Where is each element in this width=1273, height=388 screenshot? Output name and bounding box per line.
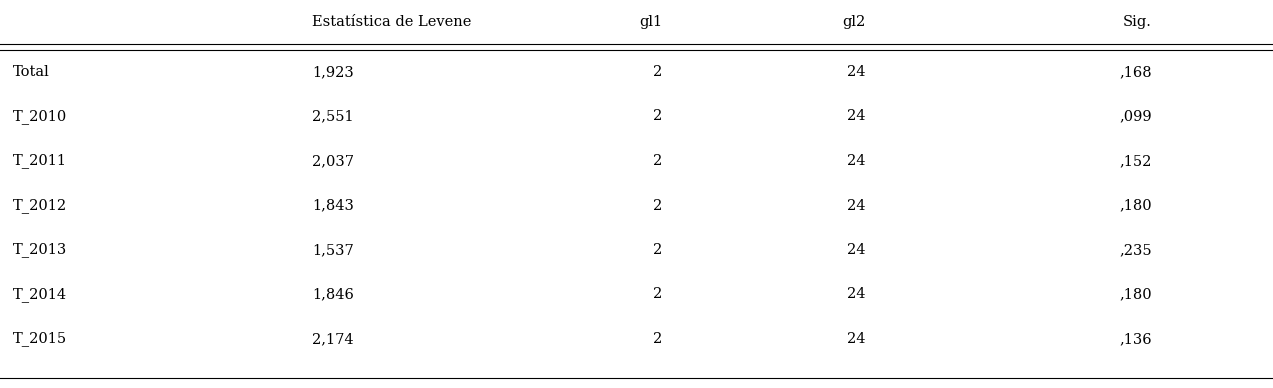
- Text: 24: 24: [847, 109, 866, 123]
- Text: Sig.: Sig.: [1123, 15, 1152, 29]
- Text: ,180: ,180: [1119, 199, 1152, 213]
- Text: 2: 2: [653, 109, 662, 123]
- Text: Estatística de Levene: Estatística de Levene: [312, 15, 471, 29]
- Text: 2: 2: [653, 332, 662, 346]
- Text: gl1: gl1: [639, 15, 662, 29]
- Text: 24: 24: [847, 199, 866, 213]
- Text: 2: 2: [653, 65, 662, 79]
- Text: T_2014: T_2014: [13, 287, 67, 302]
- Text: 24: 24: [847, 65, 866, 79]
- Text: 2,551: 2,551: [312, 109, 354, 123]
- Text: 1,846: 1,846: [312, 288, 354, 301]
- Text: T_2010: T_2010: [13, 109, 67, 124]
- Text: T_2012: T_2012: [13, 198, 67, 213]
- Text: 2: 2: [653, 154, 662, 168]
- Text: 2,174: 2,174: [312, 332, 354, 346]
- Text: ,180: ,180: [1119, 288, 1152, 301]
- Text: 1,537: 1,537: [312, 243, 354, 257]
- Text: 24: 24: [847, 288, 866, 301]
- Text: ,235: ,235: [1119, 243, 1152, 257]
- Text: gl2: gl2: [843, 15, 866, 29]
- Text: Total: Total: [13, 65, 50, 79]
- Text: 24: 24: [847, 154, 866, 168]
- Text: 1,923: 1,923: [312, 65, 354, 79]
- Text: ,152: ,152: [1120, 154, 1152, 168]
- Text: 2,037: 2,037: [312, 154, 354, 168]
- Text: T_2013: T_2013: [13, 242, 67, 257]
- Text: 24: 24: [847, 332, 866, 346]
- Text: ,136: ,136: [1119, 332, 1152, 346]
- Text: 2: 2: [653, 199, 662, 213]
- Text: 2: 2: [653, 288, 662, 301]
- Text: ,168: ,168: [1119, 65, 1152, 79]
- Text: 2: 2: [653, 243, 662, 257]
- Text: 24: 24: [847, 243, 866, 257]
- Text: T_2015: T_2015: [13, 332, 67, 346]
- Text: ,099: ,099: [1119, 109, 1152, 123]
- Text: 1,843: 1,843: [312, 199, 354, 213]
- Text: T_2011: T_2011: [13, 154, 66, 168]
